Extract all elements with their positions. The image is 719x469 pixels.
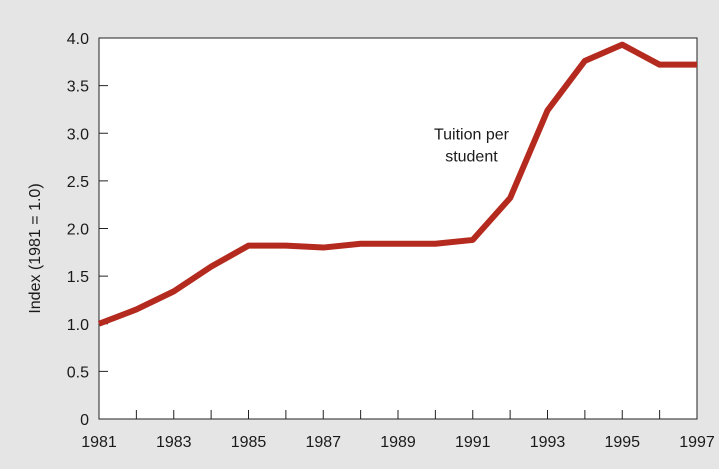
x-tick-label: 1989 bbox=[380, 434, 416, 451]
x-tick-label: 1981 bbox=[81, 434, 117, 451]
y-tick-label: 3.0 bbox=[67, 126, 89, 143]
x-axis: 1981 1983 1985 1987 1989 1991 1993 1995 1997 bbox=[81, 410, 715, 451]
plot-area bbox=[98, 37, 698, 420]
y-tick-label: 3.5 bbox=[67, 79, 89, 96]
x-tick-label: 1985 bbox=[231, 434, 267, 451]
y-tick-label: 2.5 bbox=[67, 174, 89, 191]
series-annotation: Tuition per student bbox=[434, 126, 510, 165]
y-tick-label: 1.5 bbox=[67, 269, 89, 286]
y-tick-label: 0.5 bbox=[67, 364, 89, 381]
x-tick-label: 1987 bbox=[305, 434, 341, 451]
y-axis: 0 0.5 1.0 1.5 2.0 2.5 3.0 3.5 4.0 bbox=[67, 31, 108, 429]
y-tick-label: 0 bbox=[80, 412, 89, 429]
x-tick-label: 1993 bbox=[530, 434, 566, 451]
y-axis-label: Index (1981 = 1.0) bbox=[27, 183, 44, 313]
series-line bbox=[97, 41, 697, 327]
annotation-layer: Tuition per student bbox=[434, 126, 510, 165]
x-tick-label: 1991 bbox=[455, 434, 491, 451]
x-tick-label: 1983 bbox=[156, 434, 192, 451]
series-layer bbox=[97, 41, 697, 327]
x-tick-label: 1995 bbox=[604, 434, 640, 451]
y-tick-label: 4.0 bbox=[67, 31, 89, 48]
x-tick-label: 1997 bbox=[679, 434, 715, 451]
y-tick-label: 1.0 bbox=[67, 317, 89, 334]
y-tick-label: 2.0 bbox=[67, 222, 89, 239]
